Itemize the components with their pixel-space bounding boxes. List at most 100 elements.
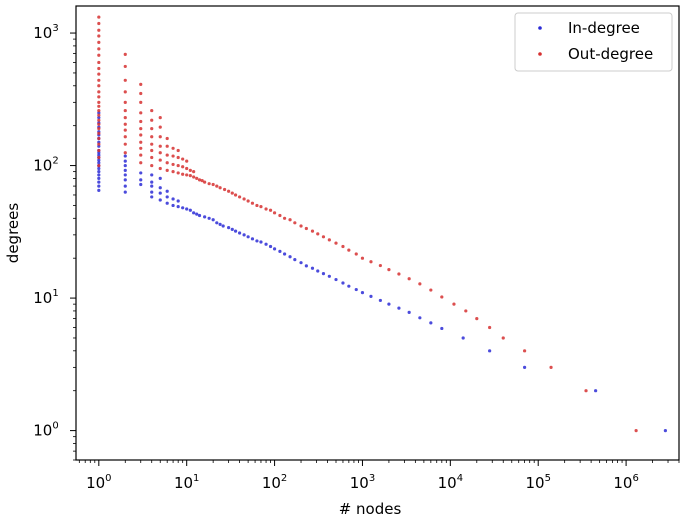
in-degree-point [461,336,465,340]
in-degree-point [165,201,169,205]
x-tick-label: 105 [525,473,550,492]
out-degree-point [242,197,246,201]
in-degree-point [250,237,255,241]
out-degree-point [139,82,143,86]
in-degree-point [347,284,351,288]
out-degree-point [123,151,127,155]
out-degree-point [310,229,315,233]
in-degree-point [334,277,338,282]
out-degree-point [299,224,303,228]
y-tick-label: 101 [33,288,58,307]
in-degree-point [215,221,219,225]
out-degree-point [165,161,169,165]
out-degree-point [181,165,185,169]
in-degree-point [158,186,162,190]
out-degree-point [192,170,196,174]
out-degree-point [97,108,101,113]
out-degree-point [123,78,127,82]
x-tick-label: 103 [350,473,375,492]
in-degree-point [316,269,320,273]
out-degree-point [549,365,553,369]
in-degree-point [440,326,444,331]
out-degree-point [200,179,204,183]
out-degree-point [97,53,101,57]
in-degree-point [158,191,162,195]
out-degree-point [278,213,282,218]
out-degree-point [123,108,127,113]
x-tick-label: 100 [86,473,111,492]
out-degree-point [584,389,588,393]
out-degree-point [188,168,192,172]
out-degree-point [97,155,101,160]
in-degree-point [197,213,202,218]
out-degree-point [97,34,101,38]
out-degree-point [139,111,143,115]
legend-marker-out-degree [538,52,542,56]
out-degree-point [97,131,101,135]
in-degree-point [158,176,162,181]
in-degree-point [97,161,101,165]
out-degree-point [97,136,101,141]
in-degree-point [139,171,143,175]
out-degree-point [185,173,189,177]
out-degree-point [150,142,154,146]
out-degree-point [171,162,175,167]
out-degree-point [165,168,169,172]
out-degree-point [397,272,401,276]
out-degree-point [97,78,101,82]
out-degree-point [255,203,259,208]
out-degree-point [452,302,456,306]
out-degree-point [176,148,180,153]
in-degree-point [123,173,127,177]
out-degree-point [97,142,101,146]
in-degree-point [264,242,268,246]
out-degree-point [139,161,143,165]
in-degree-point [165,189,169,193]
out-degree-point [192,175,196,179]
in-degree-point [354,287,358,292]
out-degree-point [158,116,162,120]
x-tick-label: 101 [174,473,199,492]
out-degree-point [97,66,101,71]
in-degree-point [268,244,273,249]
out-degree-point [246,199,250,203]
in-degree-point [188,208,192,212]
out-degree-point [97,100,101,104]
out-degree-point [139,146,143,150]
in-degree-point [369,294,373,298]
out-degree-point [123,142,127,146]
out-degree-point [139,100,143,104]
in-degree-point [397,306,401,310]
in-degree-point [97,151,101,155]
out-degree-point [218,186,222,190]
in-degree-point [97,173,101,177]
out-degree-point [123,52,127,57]
out-degree-point [97,15,101,19]
out-degree-point [97,40,101,45]
legend: In-degree Out-degree [514,12,673,72]
out-degree-point [150,148,154,153]
out-degree-point [139,140,143,144]
in-degree-point [299,261,303,265]
y-tick-label: 100 [33,421,58,440]
in-degree-point [272,247,277,251]
x-tick-label: 102 [262,473,287,492]
in-degree-point [242,233,246,237]
in-degree-point [207,216,211,220]
out-degree-point [259,205,263,209]
x-tick-label: 104 [438,473,463,492]
in-degree-point [488,349,492,353]
out-degree-point [634,429,638,433]
out-degree-point [387,268,391,272]
out-degree-point [123,100,127,104]
y-axis-label: degrees [4,203,22,264]
in-degree-point [310,266,315,270]
out-degree-point [207,182,211,186]
out-degree-point [139,153,143,157]
in-degree-point [150,184,154,188]
legend-marker-in-degree [538,26,542,30]
in-degree-point [97,188,101,192]
out-degree-point [523,349,527,353]
out-degree-point [227,189,231,193]
out-degree-point [97,163,101,168]
